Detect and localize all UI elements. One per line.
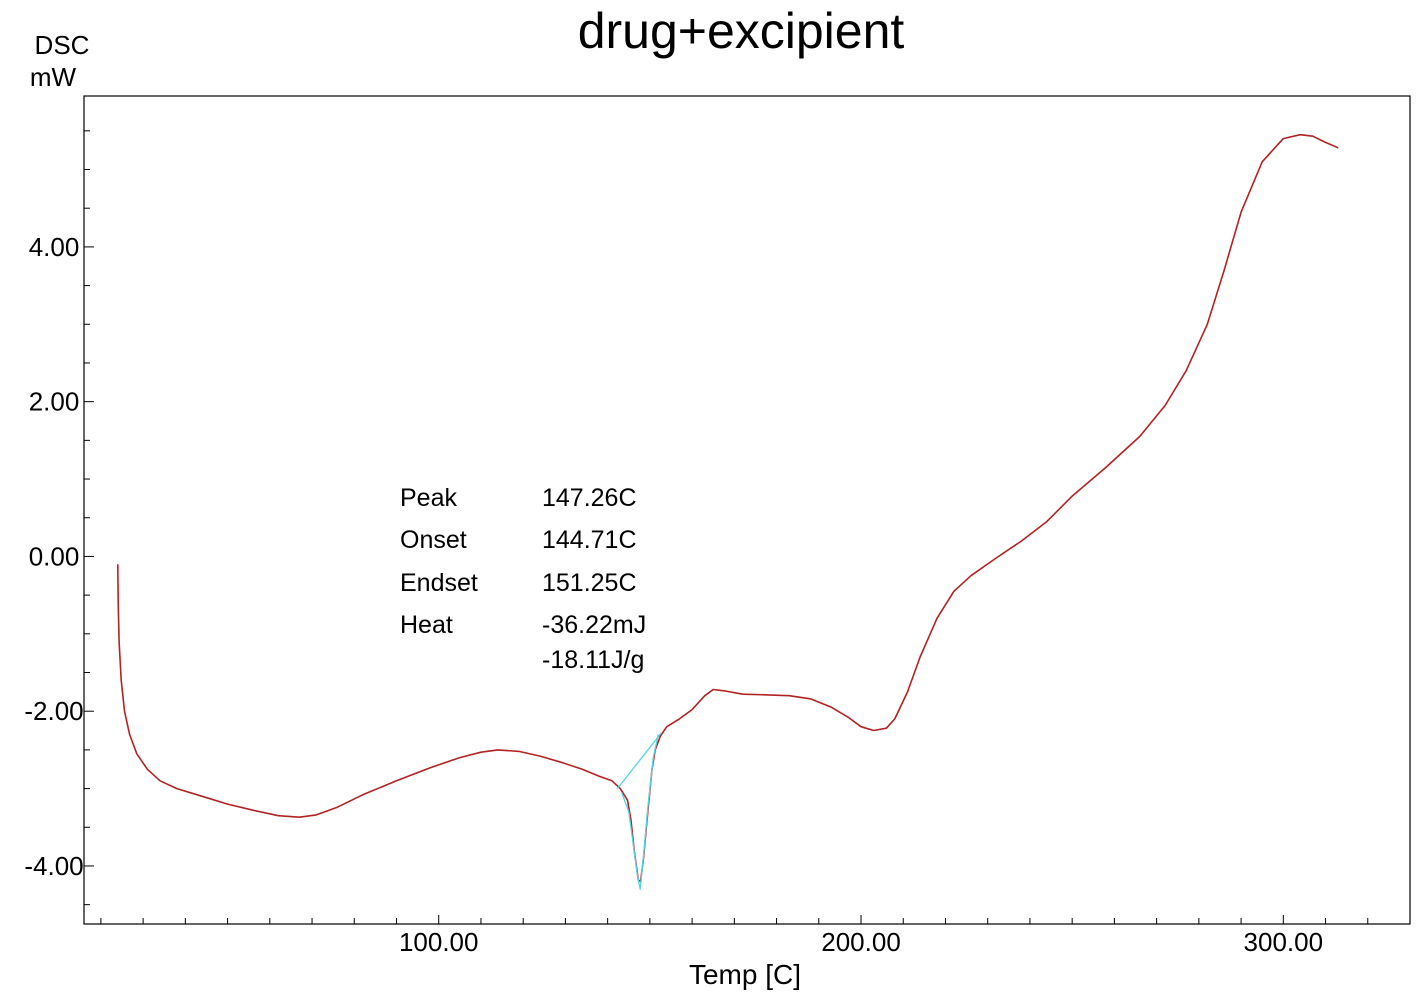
x-tick-label: 300.00 [1244,927,1324,957]
y-tick-label: 2.00 [29,387,80,417]
y-tick-label: -2.00 [24,696,83,726]
plot-frame [83,95,1411,925]
series-layer [117,133,1339,890]
peak-fit-curve [620,734,659,890]
y-axis-label-line-1: DSC [35,30,90,60]
annotation-value: 147.26C [542,484,637,512]
peak-annotation: Peak 147.26C Onset 144.71C Endset 151.25C Heat… [400,484,646,674]
annotation-value: -36.22mJ [542,611,646,639]
y-tick-label: -4.00 [24,851,83,881]
annotation-label: Endset [400,569,478,597]
annotation-value: -18.11J/g [542,646,644,674]
dsc-curve [117,133,1339,883]
annotation-value: 151.25C [542,569,637,597]
annotation-label: Onset [400,526,467,554]
y-tick-label: 4.00 [29,232,80,262]
annotation-label: Peak [400,484,457,512]
annotation-value: 144.71C [542,526,637,554]
peak-baseline [616,732,662,790]
y-tick-label: 0.00 [29,541,80,571]
x-axis-label: Temp [C] [689,959,801,990]
y-axis: 4.00 2.00 0.00 -2.00 -4.00 [24,130,94,906]
y-axis-label-line-2: mW [30,62,77,92]
annotation-label: Heat [400,611,453,639]
x-tick-label: 200.00 [821,927,901,957]
chart-title: drug+excipient [578,3,905,59]
x-tick-label: 100.00 [399,927,479,957]
x-axis: 100.00 200.00 300.00 [100,915,1369,957]
